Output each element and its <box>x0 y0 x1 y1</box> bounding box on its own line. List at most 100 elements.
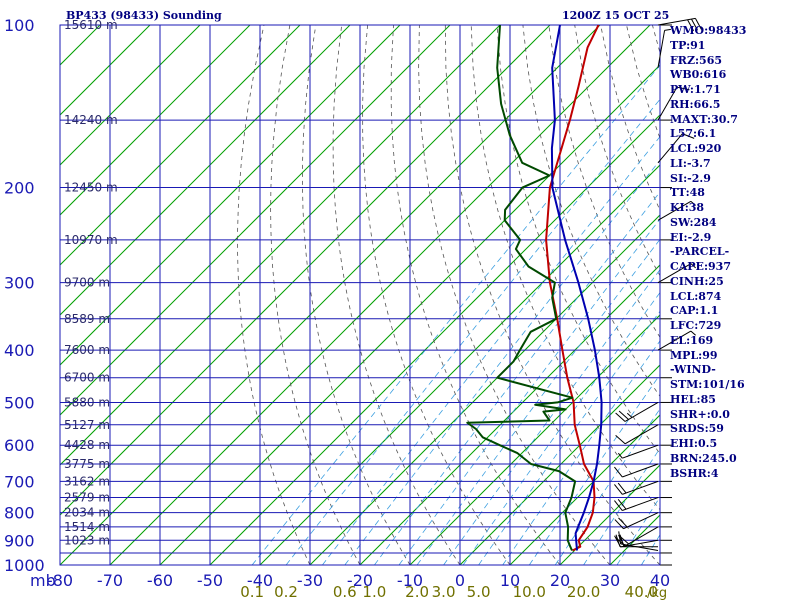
wind-barb <box>615 424 659 445</box>
wind-barb-staff <box>657 330 692 351</box>
index-item: STM:101/16 <box>670 378 745 391</box>
temperature-tick-label: 20 <box>550 571 570 590</box>
wind-barb <box>657 28 671 68</box>
index-item: SRDS:59 <box>670 422 724 436</box>
wind-barb-feather <box>682 133 695 139</box>
index-item: CINH:25 <box>670 274 724 288</box>
wind-barb <box>614 497 659 511</box>
temperature-line <box>545 25 600 552</box>
wind-barb-feather <box>687 19 695 32</box>
pressure-label: 400 <box>4 341 35 360</box>
wind-barb-staff <box>620 543 659 551</box>
mixing-ratio-unit: /kg <box>647 586 667 600</box>
index-item: EI:-2.9 <box>670 230 712 244</box>
isotherm-line <box>209 114 660 565</box>
wind-barb-feather <box>615 534 621 547</box>
wind-barb <box>617 444 659 459</box>
index-item: CAPE:937 <box>670 260 731 273</box>
mixing-ratio-line <box>462 291 660 565</box>
index-item: SW:284 <box>670 215 717 229</box>
parcel-line <box>550 25 603 551</box>
index-item: CAP:1.1 <box>670 304 719 318</box>
height-label: 5880 m <box>64 395 110 409</box>
index-item: TT:48 <box>670 186 705 200</box>
index-item: TP:91 <box>670 38 706 52</box>
isotherm-line <box>559 464 660 565</box>
temperature-tick-label: 40 <box>650 571 670 590</box>
isotherm-line <box>109 25 651 565</box>
index-item: SI:-2.9 <box>670 171 711 185</box>
mixing-ratio-labels: 0.1 0.2 0.6 1.0 2.0 3.0 5.0 10.0 20.0 40.0/kg <box>240 583 667 600</box>
index-item: L57:6.1 <box>670 127 717 141</box>
wind-barb <box>657 133 695 164</box>
temperature-tick-label: -30 <box>297 571 323 590</box>
height-label: 2034 m <box>64 506 110 520</box>
wind-barb-staff <box>622 497 659 511</box>
sounding-title: BP433 (98433) Sounding <box>66 9 222 22</box>
wind-barb-half-feather <box>626 412 633 418</box>
wind-barb-half-feather <box>690 263 696 269</box>
index-item: -PARCEL- <box>670 245 730 259</box>
mixing-ratio-label: 40.0 <box>625 583 658 600</box>
index-item: HEL:85 <box>670 392 716 406</box>
wind-barb-staff <box>657 86 678 121</box>
height-label: 5127 m <box>64 418 110 432</box>
index-item: LCL:920 <box>670 142 722 155</box>
wind-barb <box>615 526 659 547</box>
height-label: 10970 m <box>64 233 118 247</box>
wind-barb-staff <box>657 17 696 26</box>
temperature-tick-label: -10 <box>397 571 423 590</box>
temperature-tick-label: 0 <box>455 571 465 590</box>
mixing-ratio-label: 5.0 <box>467 583 491 600</box>
pressure-label: 600 <box>4 436 35 455</box>
pressure-label: 500 <box>4 393 35 412</box>
wind-barb-staff <box>624 526 659 547</box>
mixing-ratio-label: 0.1 <box>240 583 264 600</box>
wind-barb-staff <box>622 463 659 478</box>
isotherm-line <box>509 414 660 565</box>
temperature-tick-label: -50 <box>197 571 223 590</box>
wind-barb-staff <box>657 133 683 164</box>
wind-barb-feather <box>614 519 624 530</box>
index-item: LFC:729 <box>670 319 722 332</box>
mixing-ratio-line <box>528 374 660 565</box>
isotherm-line <box>409 314 660 565</box>
wind-barb-half-feather <box>664 28 671 31</box>
pressure-label: 200 <box>4 179 35 198</box>
height-label: 6700 m <box>64 371 110 385</box>
wind-barb-feather <box>614 466 623 478</box>
wind-barb-half-feather <box>690 330 696 336</box>
height-label: 1023 m <box>64 533 110 547</box>
wind-barb-half-feather <box>690 200 696 206</box>
wind-barb <box>657 263 696 284</box>
wind-barb <box>614 480 659 495</box>
wind-barb <box>615 402 659 422</box>
temperature-tick-label: -60 <box>147 571 173 590</box>
wind-barb-feather <box>615 412 626 422</box>
wind-barb-staff <box>624 402 659 422</box>
mixing-ratio-label: 0.2 <box>274 583 298 600</box>
index-item: BRN:245.0 <box>670 451 737 465</box>
wind-barb-staff <box>657 30 666 68</box>
wind-barb-staff <box>620 539 659 548</box>
mixing-ratio-label: 2.0 <box>405 583 429 600</box>
temperature-tick-labels: mb-80 -70 -60 -50 -40 -30 -20 -10 0 10 20 30 40 <box>30 571 670 590</box>
index-item: LCL:874 <box>670 289 722 303</box>
index-item: -WIND- <box>670 363 716 377</box>
wind-barb-feather <box>618 531 622 544</box>
wind-barb <box>614 512 659 530</box>
mixing-ratio-line <box>443 268 660 565</box>
height-label: 14240 m <box>64 113 118 127</box>
wind-barb-half-feather <box>617 452 623 459</box>
isotherm-line <box>359 264 660 565</box>
isotherm-line <box>60 25 251 216</box>
index-item: EHI:0.5 <box>670 437 718 450</box>
wind-barb-staff <box>624 424 659 445</box>
pressure-label: 1000 <box>4 556 45 575</box>
wind-barb-staff <box>657 200 692 221</box>
height-label: 1514 m <box>64 520 110 534</box>
wind-barb-feather <box>614 484 623 495</box>
pressure-label: 300 <box>4 274 35 293</box>
wind-barb <box>657 86 690 121</box>
dry-adiabat-line <box>782 25 800 565</box>
